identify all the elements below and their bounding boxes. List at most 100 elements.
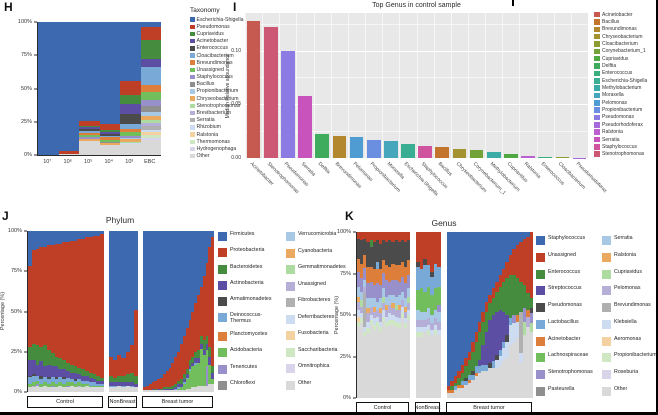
gridline-vertical xyxy=(330,13,332,158)
bar-segment xyxy=(39,379,44,384)
stacked-bar xyxy=(113,231,118,392)
bar-segment xyxy=(400,300,404,307)
bar-segment xyxy=(182,335,186,375)
x-tick-label: Serratia xyxy=(299,161,317,178)
bar-segment xyxy=(35,248,40,346)
bar-segment xyxy=(382,273,386,289)
bar-segment xyxy=(140,91,161,100)
bar-segment xyxy=(120,131,141,136)
bar-segment xyxy=(84,375,89,381)
stacked-bar xyxy=(143,231,146,392)
bar-segment xyxy=(491,232,496,289)
bar-segment xyxy=(363,336,367,398)
bar-segment xyxy=(133,231,138,310)
legend-label: Lactobacillus xyxy=(548,318,579,325)
stacked-bar xyxy=(35,231,40,392)
gridline-vertical xyxy=(502,13,504,158)
panel-h-x-axis: 10⁷ 10⁶ 10⁵ 10⁴ 10³ EBC xyxy=(37,159,160,165)
bar-segment xyxy=(100,383,104,386)
bar-segment xyxy=(363,280,367,287)
bar-segment xyxy=(28,346,32,360)
stacked-bar xyxy=(117,231,122,392)
bar-segment xyxy=(403,311,407,319)
bar-segment xyxy=(430,271,434,277)
bar-segment xyxy=(191,363,195,367)
bar-segment xyxy=(39,383,44,388)
y-tick-mark xyxy=(353,273,356,274)
bar-segment xyxy=(419,232,424,269)
bar-segment xyxy=(407,314,411,320)
legend-swatch xyxy=(602,353,611,363)
bar-segment xyxy=(382,288,386,297)
bar-segment xyxy=(372,232,376,242)
stacked-bar xyxy=(502,232,506,398)
bar-segment xyxy=(125,385,130,392)
bar-segment xyxy=(165,390,169,392)
bar-segment xyxy=(117,375,122,383)
legend-swatch xyxy=(602,269,611,279)
bar-segment xyxy=(498,356,502,367)
bar-segment xyxy=(464,378,468,382)
bar-segment xyxy=(54,379,59,384)
panel-h-legend-title: Taxonomy xyxy=(190,7,220,14)
bar-segment xyxy=(457,232,461,372)
bar-segment xyxy=(508,344,513,398)
panel-j-legend: Firmicutes Proteobacteria Bacteroidetes Act… xyxy=(218,231,346,390)
legend-swatch xyxy=(218,264,227,274)
y-tick-mark xyxy=(353,397,356,399)
bar-segment xyxy=(120,22,141,81)
legend-item: Saccharibacteria xyxy=(286,347,345,357)
bar-segment xyxy=(498,275,502,287)
bar-segment xyxy=(31,375,36,383)
bar-segment xyxy=(69,372,74,380)
legend-label: Rhizobium xyxy=(196,124,222,131)
bar-segment xyxy=(65,363,70,372)
legend-item: Pseudomonas xyxy=(594,114,647,121)
bar-segment xyxy=(140,58,161,67)
y-tick-mark xyxy=(24,270,27,272)
bar-segment xyxy=(397,305,401,310)
bar-segment xyxy=(35,364,40,376)
bar-segment xyxy=(92,379,97,383)
bar-segment xyxy=(385,265,389,281)
bar-segment xyxy=(191,366,195,388)
legend-label: Propionibacterium xyxy=(614,352,657,359)
bar-segment xyxy=(154,231,158,381)
bar-segment xyxy=(403,283,407,299)
x-tick-label: Chryseobacterium xyxy=(454,161,488,194)
bar-segment xyxy=(495,359,499,369)
bar-segment xyxy=(526,293,530,310)
bar-segment xyxy=(50,387,55,392)
bar-segment xyxy=(363,238,367,256)
bar-segment xyxy=(416,336,420,398)
bar-segment xyxy=(397,323,401,329)
bar-segment xyxy=(151,388,155,391)
bar-segment xyxy=(430,232,434,272)
bar-segment xyxy=(88,237,93,373)
stacked-bar xyxy=(174,231,178,392)
bar-segment xyxy=(481,364,485,372)
bar-segment xyxy=(505,358,509,398)
bar-segment xyxy=(211,366,215,373)
bar-segment xyxy=(519,281,523,312)
bar-segment xyxy=(502,341,506,349)
bar-segment xyxy=(477,359,482,367)
stacked-bar xyxy=(168,231,172,392)
bar-segment xyxy=(120,95,141,105)
bar-segment xyxy=(92,382,97,386)
bar-segment xyxy=(31,231,36,251)
stacked-bar xyxy=(382,232,386,398)
bar-segment xyxy=(433,318,438,325)
bar-segment xyxy=(84,380,89,384)
gridline-vertical xyxy=(313,13,315,158)
bar-segment xyxy=(426,265,431,287)
bar-segment xyxy=(140,132,161,135)
bar-segment xyxy=(423,265,427,292)
bar-segment xyxy=(397,241,401,266)
stacked-bar xyxy=(366,232,370,398)
legend-swatch xyxy=(286,331,295,341)
bar-segment xyxy=(397,328,401,398)
gridline-vertical xyxy=(433,13,435,158)
bar-segment xyxy=(522,238,527,286)
legend-swatch xyxy=(190,146,195,152)
